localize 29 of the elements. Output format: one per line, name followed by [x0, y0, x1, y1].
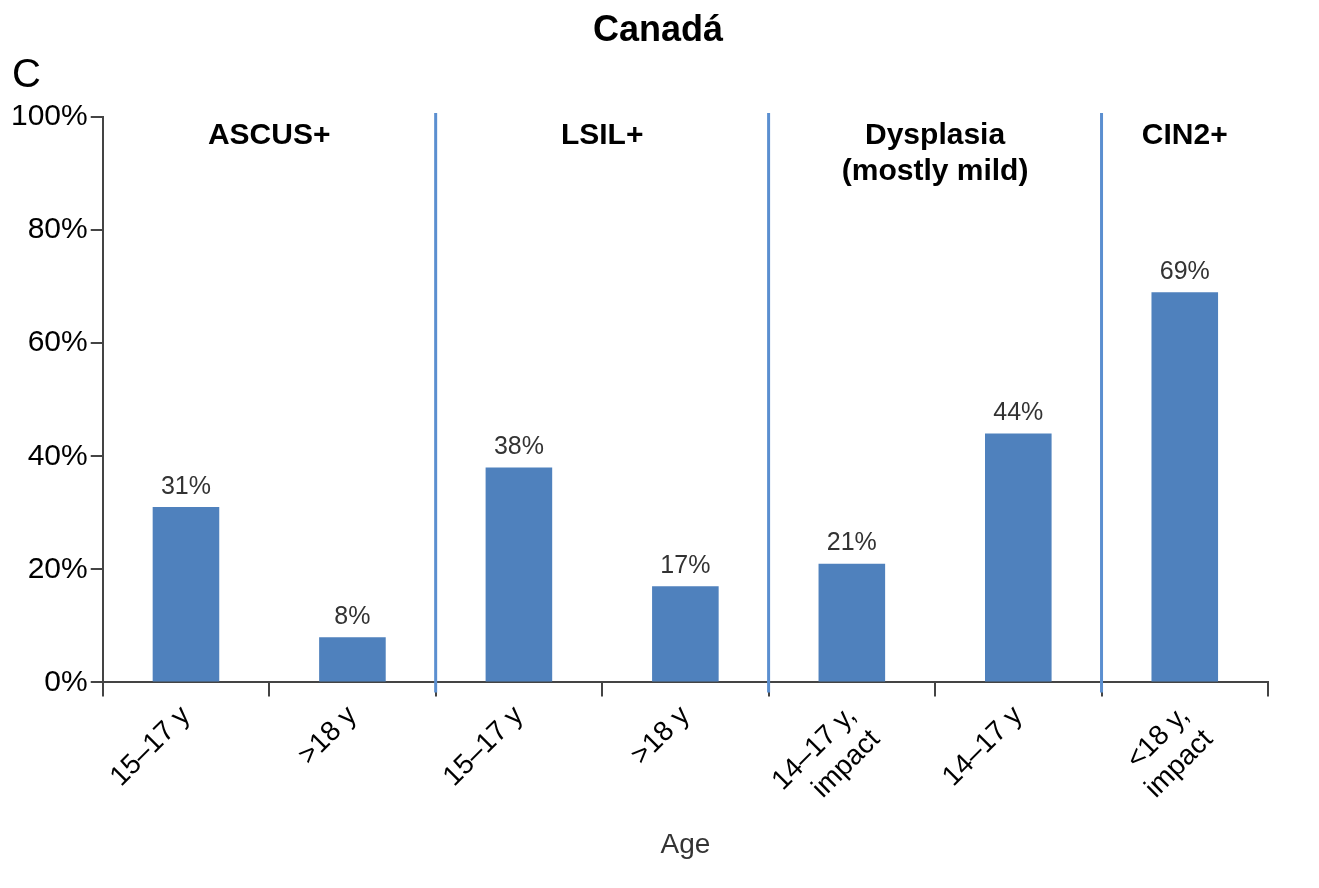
bar [985, 433, 1052, 682]
bar [818, 563, 886, 682]
data-label: 21% [826, 527, 877, 556]
data-label: 44% [993, 397, 1044, 426]
y-tick-label: 40% [27, 437, 88, 471]
chart-title: Canadá [591, 8, 724, 50]
x-axis-title: Age [660, 827, 711, 859]
x-tick-label: >18 y [291, 699, 363, 770]
y-tick-label: 0% [44, 663, 88, 697]
data-label: 31% [160, 470, 211, 499]
annotation: CIN2+ [1141, 117, 1228, 151]
bar [652, 586, 719, 682]
data-label: 38% [493, 430, 544, 459]
x-tick-label: >18 y [624, 699, 696, 770]
bar [319, 637, 386, 682]
annotation: ASCUS+ [207, 117, 331, 151]
y-tick-label: 20% [27, 550, 88, 584]
chart-subtitle: C [12, 50, 42, 96]
y-tick-label: 80% [27, 211, 88, 245]
data-label: 8% [334, 600, 371, 629]
bar [152, 507, 220, 682]
annotation: LSIL+ [560, 117, 644, 151]
bar [485, 467, 553, 682]
y-tick-label: 60% [27, 324, 88, 358]
bar [1151, 292, 1219, 682]
data-label: 17% [660, 549, 711, 578]
data-label: 69% [1159, 255, 1210, 284]
annotation: Dysplasia (mostly mild) [841, 117, 1029, 187]
y-tick-label: 100% [10, 98, 88, 132]
